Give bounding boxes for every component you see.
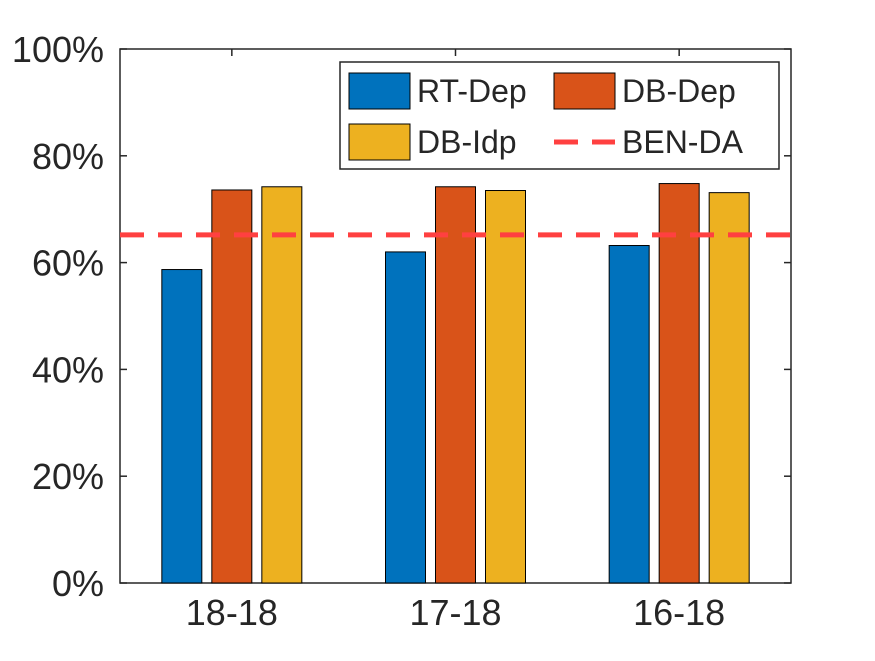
legend-swatch-db-dep (553, 72, 616, 110)
y-tick-label: 20% (32, 456, 104, 497)
bar-db-dep (211, 189, 253, 584)
legend-label-ben-da: BEN-DA (622, 124, 744, 160)
legend-swatch-rt-dep (348, 72, 411, 110)
y-tick-label: 0% (52, 563, 104, 604)
bar-db-dep (658, 183, 700, 584)
y-tick-label: 100% (12, 29, 104, 70)
legend-label-rt-dep: RT-Dep (417, 73, 527, 109)
bar-rt-dep (385, 251, 426, 584)
x-tick-label: 16-18 (633, 592, 725, 633)
bars-group (161, 183, 750, 584)
bar-rt-dep (608, 245, 650, 584)
x-tick-label: 17-18 (409, 592, 501, 633)
legend: RT-Dep DB-Dep DB-Idp BEN-DA (339, 61, 780, 170)
bar-db-idp (261, 186, 303, 584)
legend-label-db-idp: DB-Idp (417, 124, 517, 160)
x-tick-label: 18-18 (186, 592, 278, 633)
y-tick-label: 40% (32, 349, 104, 390)
y-axis: 0% 20% 40% 60% 80% 100% (12, 29, 791, 604)
legend-swatch-db-idp (348, 123, 411, 161)
y-tick-label: 80% (32, 136, 104, 177)
bar-db-idp (708, 192, 750, 584)
y-tick-label: 60% (32, 243, 104, 284)
bar-db-dep (435, 186, 476, 584)
x-axis: 18-18 17-18 16-18 (186, 49, 725, 633)
bar-rt-dep (161, 269, 203, 584)
bar-db-idp (485, 190, 526, 584)
legend-label-db-dep: DB-Dep (622, 73, 736, 109)
